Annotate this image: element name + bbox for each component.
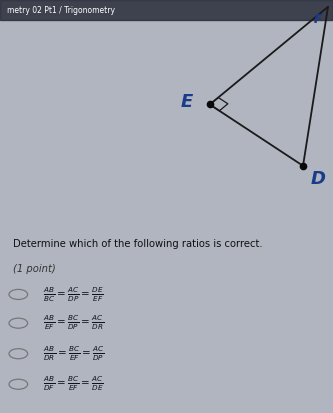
Text: E: E [180,93,192,111]
Text: $\frac{AB}{EF} = \frac{BC}{DP} = \frac{AC}{DR}$: $\frac{AB}{EF} = \frac{BC}{DP} = \frac{A… [43,314,105,332]
Text: F: F [314,13,322,26]
Text: Determine which of the following ratios is correct.: Determine which of the following ratios … [13,239,263,249]
Text: (1 point): (1 point) [13,264,56,274]
Text: $\frac{AB}{DR} = \frac{BC}{EF} = \frac{AC}{DP}$: $\frac{AB}{DR} = \frac{BC}{EF} = \frac{A… [43,344,105,363]
Text: $\frac{AB}{BC} = \frac{AC}{DP} = \frac{DE}{EF}$: $\frac{AB}{BC} = \frac{AC}{DP} = \frac{D… [43,285,104,304]
Bar [0,0,333,20]
Text: metry 02 Pt1 / Trigonometry: metry 02 Pt1 / Trigonometry [7,6,115,15]
Text: D: D [310,171,326,188]
Text: $\frac{AB}{DF} = \frac{BC}{EF} = \frac{AC}{DE}$: $\frac{AB}{DF} = \frac{BC}{EF} = \frac{A… [43,375,104,394]
